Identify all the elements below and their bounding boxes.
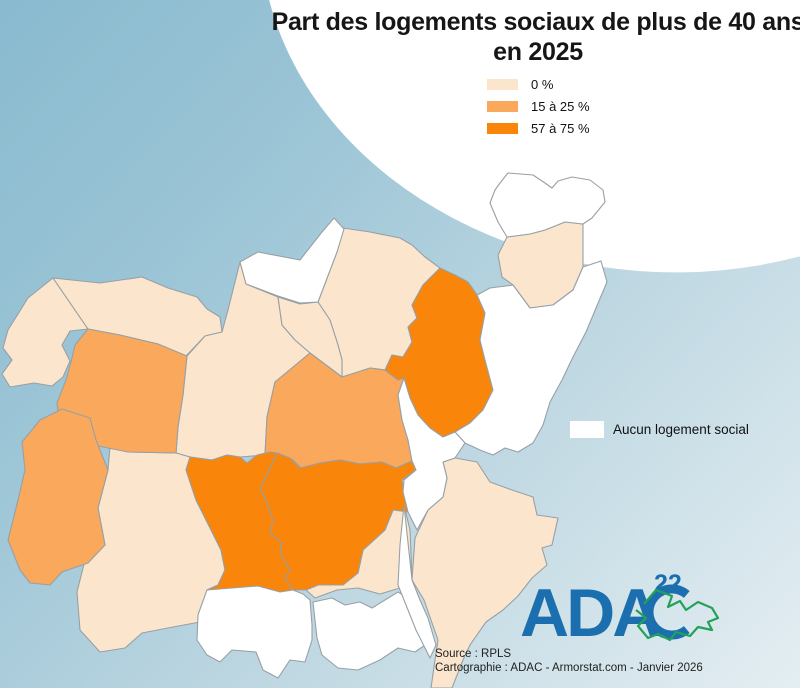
cartography-line: Cartographie : ADAC - Armorstat.com - Ja… <box>435 662 703 675</box>
legend-swatch-0pct <box>487 78 518 90</box>
map-region <box>239 217 345 304</box>
legend-swatch-57-75pct <box>487 122 518 134</box>
adac-logo-department-outline <box>635 588 720 642</box>
no-data-label: Aucun logement social <box>613 422 749 437</box>
legend-label-57-75pct: 57 à 75 % <box>531 120 590 136</box>
legend: 0 % 15 à 25 % 57 à 75 % <box>487 73 590 139</box>
map-region <box>397 504 437 659</box>
legend-item: 15 à 25 % <box>487 95 590 117</box>
map-region <box>7 408 109 586</box>
adac-logo: ADA 22 <box>520 570 720 651</box>
map-region <box>196 585 313 679</box>
map-title: Part des logements sociaux de plus de 40… <box>268 8 800 67</box>
credits: Source : RPLS Cartographie : ADAC - Armo… <box>435 647 703 676</box>
legend-item: 57 à 75 % <box>487 117 590 139</box>
map-region <box>397 377 466 531</box>
no-data-swatch <box>570 421 604 438</box>
legend-label-15-25pct: 15 à 25 % <box>531 98 590 114</box>
legend-item: 0 % <box>487 73 590 95</box>
map-region <box>259 452 417 591</box>
no-data-legend: Aucun logement social <box>570 421 749 438</box>
map-title-line2: en 2025 <box>493 37 583 66</box>
map-region <box>489 172 606 238</box>
map-region <box>1 277 89 388</box>
legend-label-0pct: 0 % <box>531 76 554 92</box>
legend-swatch-15-25pct <box>487 100 518 112</box>
map-title-line1: Part des logements sociaux de plus de 40… <box>271 8 800 36</box>
map-region <box>411 457 559 688</box>
source-line: Source : RPLS <box>435 648 512 660</box>
background-ellipse <box>260 0 800 273</box>
